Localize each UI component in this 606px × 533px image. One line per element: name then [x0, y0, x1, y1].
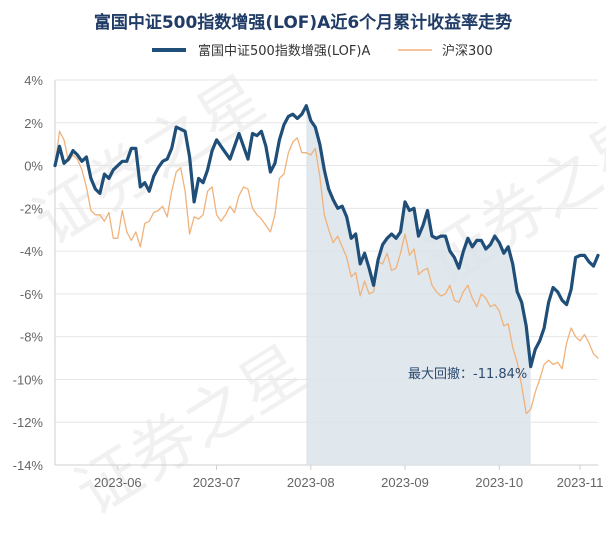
series-lines [53, 104, 600, 415]
chart-title: 富国中证500指数增强(LOF)A近6个月累计收益率走势 [93, 13, 513, 33]
y-tick-label: -4% [20, 244, 44, 259]
x-tick-label: 2023-10 [475, 475, 523, 490]
y-tick-label: -10% [13, 372, 44, 387]
x-tick-label: 2023-09 [381, 475, 429, 490]
y-tick-label: -6% [20, 287, 44, 302]
series-line-fund [53, 104, 600, 369]
x-tick-label: 2023-08 [287, 475, 335, 490]
line-chart: 富国中证500指数增强(LOF)A 沪深300 4% 2% 0% -2% -4% -6% -… [13, 43, 604, 490]
drawdown-annotation: 最大回撤：-11.84% [408, 366, 527, 382]
series-line-index [54, 130, 599, 415]
y-tick-label: -12% [13, 415, 44, 430]
drawdown-area [306, 105, 531, 466]
legend-label-index: 沪深300 [442, 43, 493, 59]
x-tick-label: 2023-07 [193, 475, 241, 490]
x-tick-label: 2023-06 [94, 475, 142, 490]
legend: 富国中证500指数增强(LOF)A 沪深300 [152, 43, 493, 59]
y-tick-label: 4% [24, 73, 43, 88]
y-tick-label: 2% [24, 116, 43, 131]
y-tick-label: -2% [20, 201, 44, 216]
x-tick-label: 2023-11 [557, 475, 604, 490]
x-axis: 2023-06 2023-07 2023-08 2023-09 2023-10 2023-… [94, 465, 603, 490]
y-axis: 4% 2% 0% -2% -4% -6% -8% -10% -12% -14% [13, 73, 44, 473]
legend-label-fund: 富国中证500指数增强(LOF)A [198, 43, 370, 59]
y-tick-label: 0% [24, 159, 43, 174]
y-tick-label: -14% [13, 458, 44, 473]
drawdown-fill [306, 105, 531, 466]
drawdown-label: 最大回撤：-11.84% [408, 366, 527, 382]
y-tick-label: -8% [20, 330, 44, 345]
